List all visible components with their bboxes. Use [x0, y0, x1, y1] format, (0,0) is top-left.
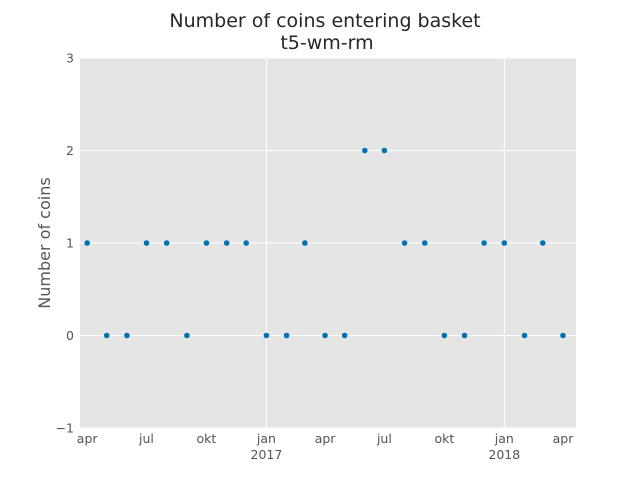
x-tick-year-label: 2017	[251, 447, 283, 462]
data-point	[401, 240, 408, 246]
x-tick-label: jan	[256, 431, 276, 446]
data-point	[143, 240, 150, 246]
data-point	[362, 147, 368, 154]
data-point	[481, 240, 487, 246]
data-point	[243, 240, 250, 246]
data-point	[203, 240, 210, 246]
x-tick-label: okt	[434, 431, 454, 446]
y-tick-label: 1	[66, 236, 74, 251]
y-tick-labels: −1 0 1 2 3	[56, 51, 74, 436]
data-point	[381, 147, 388, 154]
data-point	[322, 332, 328, 339]
x-tick-label: jul	[138, 431, 154, 446]
y-tick-label: 0	[66, 328, 74, 343]
y-tick-label: 3	[66, 51, 74, 66]
y-tick-label: −1	[56, 421, 74, 436]
y-tick-label: 2	[66, 143, 74, 158]
grid-lines	[80, 57, 576, 429]
data-point	[103, 332, 110, 339]
data-point	[84, 240, 90, 246]
data-point	[560, 332, 566, 339]
x-tick-label: jan	[494, 431, 514, 446]
data-point	[521, 332, 528, 339]
data-point	[263, 332, 270, 339]
x-tick-label: apr	[315, 431, 337, 446]
x-tick-label: apr	[553, 431, 575, 446]
y-axis-label: Number of coins	[35, 177, 54, 308]
x-tick-year-label: 2018	[488, 447, 520, 462]
x-tick-label: jul	[376, 431, 392, 446]
data-point	[461, 332, 468, 339]
x-tick-label: okt	[197, 431, 217, 446]
data-point	[163, 240, 170, 246]
data-point	[302, 240, 308, 246]
data-point	[223, 240, 230, 246]
data-point	[124, 332, 130, 339]
data-point	[184, 332, 190, 339]
data-point	[283, 332, 290, 339]
data-points	[84, 147, 566, 339]
data-point	[501, 240, 508, 246]
chart-title: Number of coins entering basket	[169, 10, 480, 32]
data-point	[441, 332, 448, 339]
chart-subtitle: t5-wm-rm	[280, 32, 373, 54]
data-point	[421, 240, 428, 246]
data-point	[341, 332, 348, 339]
data-point	[539, 240, 546, 246]
x-tick-label: apr	[77, 431, 99, 446]
